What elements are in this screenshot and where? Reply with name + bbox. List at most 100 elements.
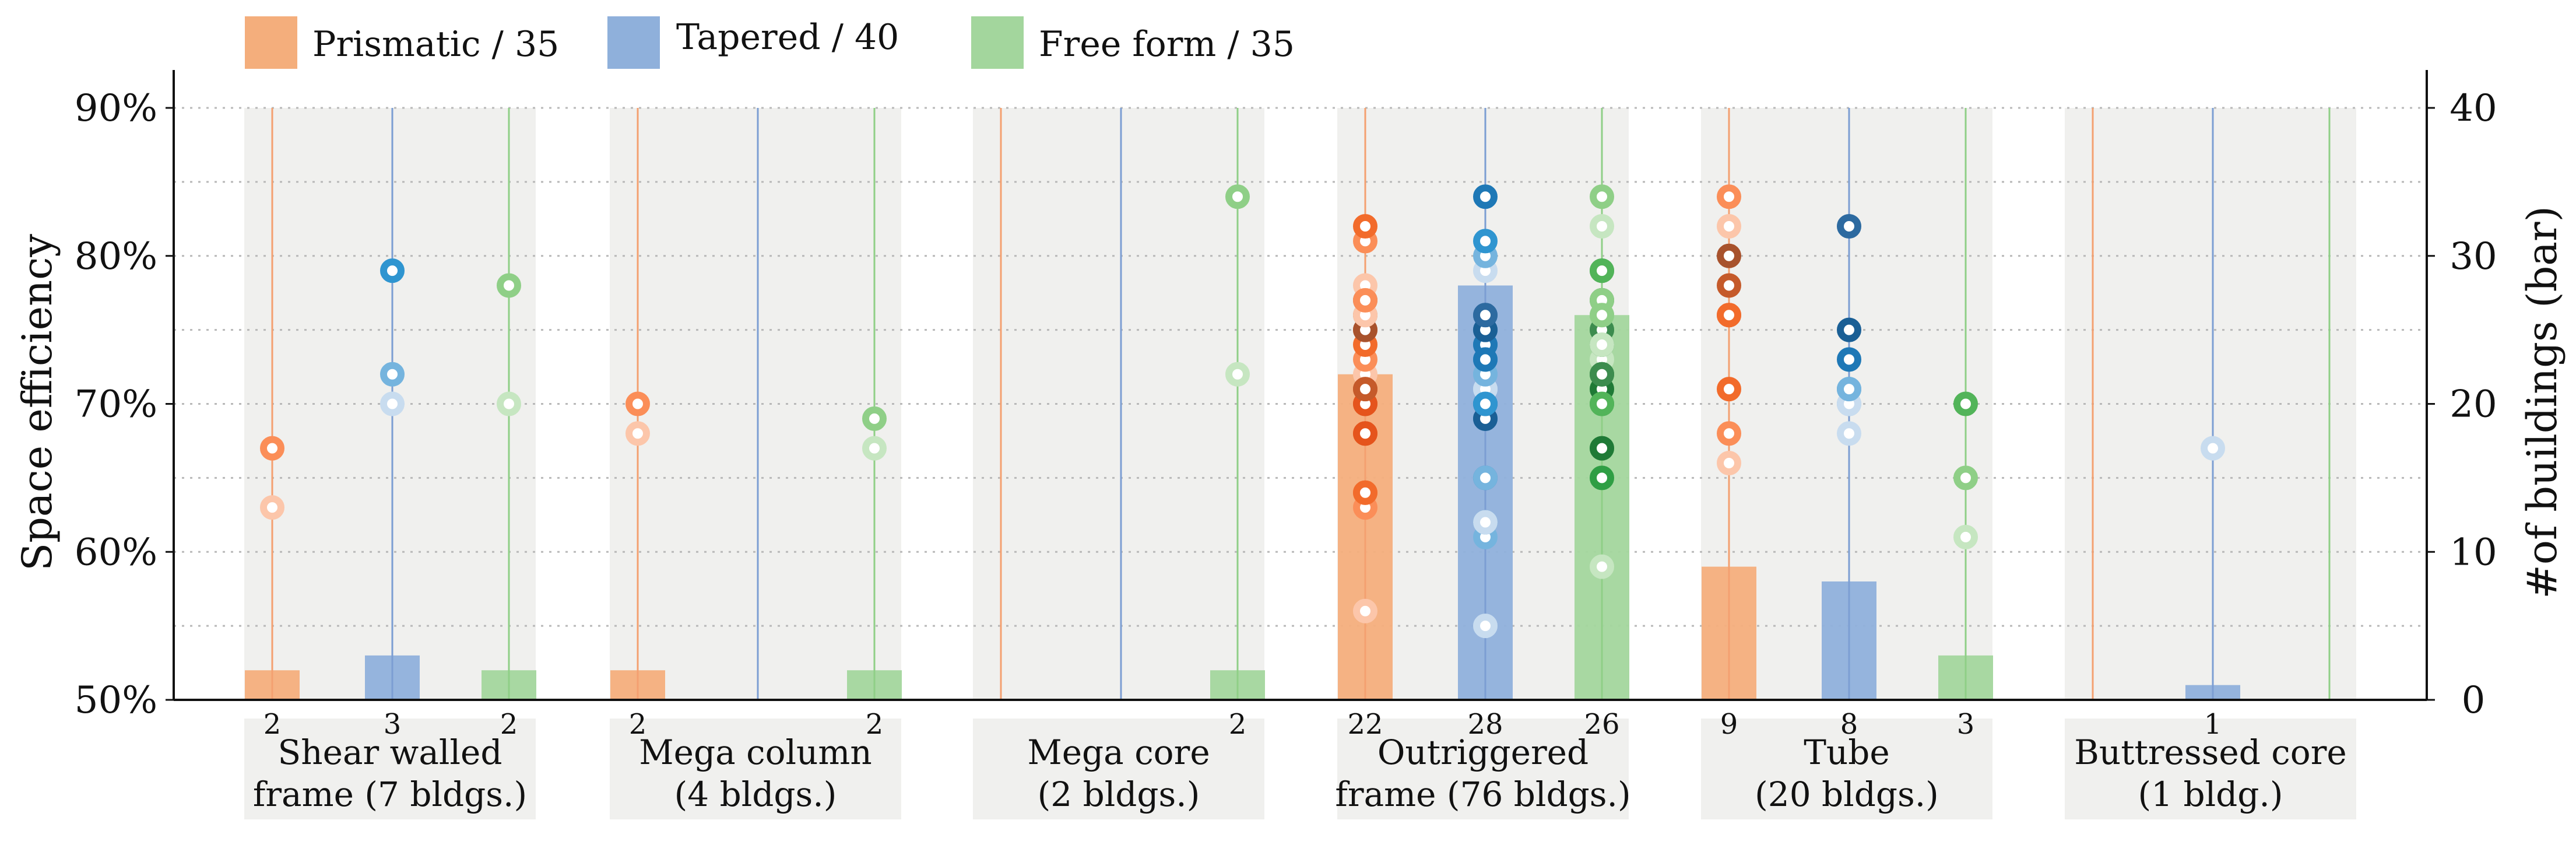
data-point-tapered bbox=[380, 258, 405, 283]
data-point-prismatic bbox=[1717, 273, 1741, 298]
count-label: 2 bbox=[1229, 708, 1247, 741]
legend: Prismatic / 35 Tapered / 40 Free form / … bbox=[245, 16, 1295, 69]
group-band bbox=[973, 108, 1264, 700]
data-point-freeform bbox=[1590, 184, 1614, 209]
category-label-line1: Mega core bbox=[1027, 733, 1210, 772]
data-point-tapered bbox=[1837, 214, 1861, 239]
count-label: 8 bbox=[1840, 708, 1858, 741]
category-label-line1: Tube bbox=[1804, 733, 1890, 772]
data-point-freeform bbox=[1953, 391, 1978, 416]
data-point-prismatic bbox=[1353, 421, 1377, 446]
data-point-tapered bbox=[380, 362, 405, 387]
count-label: 2 bbox=[263, 708, 282, 741]
y-right-tick-label: 30 bbox=[2450, 235, 2497, 278]
y-right-tick-label: 20 bbox=[2450, 383, 2497, 426]
data-point-prismatic bbox=[1717, 451, 1741, 475]
group-label-band bbox=[2065, 719, 2356, 819]
category-label-line2: (4 bldgs.) bbox=[674, 775, 837, 814]
data-point-freeform bbox=[1225, 362, 1250, 387]
data-point-prismatic bbox=[625, 421, 650, 446]
data-point-prismatic bbox=[1353, 598, 1377, 623]
legend-label-prismatic: Prismatic / 35 bbox=[312, 24, 559, 65]
data-point-freeform bbox=[1590, 391, 1614, 416]
data-point-prismatic bbox=[1353, 377, 1377, 402]
data-point-prismatic bbox=[1717, 243, 1741, 268]
data-point-prismatic bbox=[260, 495, 284, 520]
data-point-prismatic bbox=[1353, 288, 1377, 313]
data-point-freeform bbox=[497, 391, 521, 416]
data-point-prismatic bbox=[260, 436, 284, 461]
count-label: 28 bbox=[1467, 708, 1503, 741]
data-point-freeform bbox=[497, 273, 521, 298]
group-label-band bbox=[610, 719, 901, 819]
data-point-tapered bbox=[1473, 303, 1498, 328]
data-point-tapered bbox=[380, 391, 405, 416]
data-point-freeform bbox=[862, 436, 887, 461]
data-point-tapered bbox=[1473, 391, 1498, 416]
data-point-freeform bbox=[1590, 258, 1614, 283]
y-right-tick-label: 10 bbox=[2450, 531, 2497, 574]
y-left-tick-label: 70% bbox=[75, 383, 157, 426]
y-left-tick-label: 90% bbox=[75, 87, 157, 130]
count-label: 2 bbox=[500, 708, 518, 741]
data-point-freeform bbox=[1590, 362, 1614, 387]
category-label-line1: Buttressed core bbox=[2074, 733, 2347, 772]
data-point-tapered bbox=[1473, 614, 1498, 639]
category-label-line2: frame (76 bldgs.) bbox=[1335, 775, 1630, 814]
data-point-tapered bbox=[1473, 510, 1498, 535]
data-point-tapered bbox=[1473, 184, 1498, 209]
y-left-tick-label: 60% bbox=[75, 531, 157, 574]
count-label: 1 bbox=[2204, 708, 2222, 741]
legend-label-freeform: Free form / 35 bbox=[1039, 24, 1295, 65]
group-bands bbox=[244, 108, 2356, 819]
legend-swatch-tapered bbox=[607, 16, 660, 69]
category-label-line1: Outriggered bbox=[1377, 733, 1589, 772]
data-point-prismatic bbox=[1717, 214, 1741, 239]
data-point-prismatic bbox=[1717, 303, 1741, 328]
count-label: 3 bbox=[1957, 708, 1975, 741]
category-label-line1: Mega column bbox=[639, 733, 872, 772]
category-label-line2: frame (7 bldgs.) bbox=[253, 775, 527, 814]
data-point-tapered bbox=[1837, 421, 1861, 446]
y-axis-left-title: Space efficiency bbox=[13, 234, 61, 571]
data-point-tapered bbox=[1837, 317, 1861, 342]
data-point-prismatic bbox=[1717, 377, 1741, 402]
y-left-tick-label: 50% bbox=[75, 679, 157, 722]
count-label: 9 bbox=[1720, 708, 1738, 741]
data-point-freeform bbox=[862, 406, 887, 431]
data-point-tapered bbox=[1473, 347, 1498, 372]
data-point-prismatic bbox=[1717, 184, 1741, 209]
category-label-line2: (1 bldg.) bbox=[2138, 775, 2283, 814]
data-point-prismatic bbox=[1353, 214, 1377, 239]
data-point-tapered bbox=[1473, 465, 1498, 490]
category-label-line2: (2 bldgs.) bbox=[1038, 775, 1200, 814]
data-point-freeform bbox=[1590, 214, 1614, 239]
group-label-band bbox=[1337, 719, 1629, 819]
data-point-tapered bbox=[2201, 436, 2225, 461]
legend-swatch-prismatic bbox=[245, 16, 297, 69]
count-label: 2 bbox=[629, 708, 647, 741]
y-right-tick-label: 0 bbox=[2462, 679, 2486, 722]
data-point-freeform bbox=[1590, 436, 1614, 461]
category-label-line2: (20 bldgs.) bbox=[1755, 775, 1939, 814]
gridlines bbox=[174, 107, 2427, 627]
legend-swatch-freeform bbox=[971, 16, 1024, 69]
y-axis-right-title: #of buildings (bar) bbox=[2518, 206, 2566, 599]
group-label-band bbox=[1701, 719, 1992, 819]
group-band bbox=[2065, 108, 2356, 700]
data-points bbox=[260, 184, 2225, 639]
y-right-tick-label: 40 bbox=[2450, 87, 2497, 130]
group-label-band bbox=[973, 719, 1264, 819]
data-point-tapered bbox=[1837, 377, 1861, 402]
count-label: 26 bbox=[1584, 708, 1619, 741]
data-point-prismatic bbox=[1353, 480, 1377, 505]
axes: 50% 60% 70% 80% 90% 0 10 20 30 40 bbox=[75, 70, 2497, 722]
count-label: 22 bbox=[1347, 708, 1383, 741]
y-left-tick-label: 80% bbox=[75, 235, 157, 278]
data-point-freeform bbox=[1225, 184, 1250, 209]
data-point-freeform bbox=[1590, 303, 1614, 328]
data-point-tapered bbox=[1473, 229, 1498, 254]
